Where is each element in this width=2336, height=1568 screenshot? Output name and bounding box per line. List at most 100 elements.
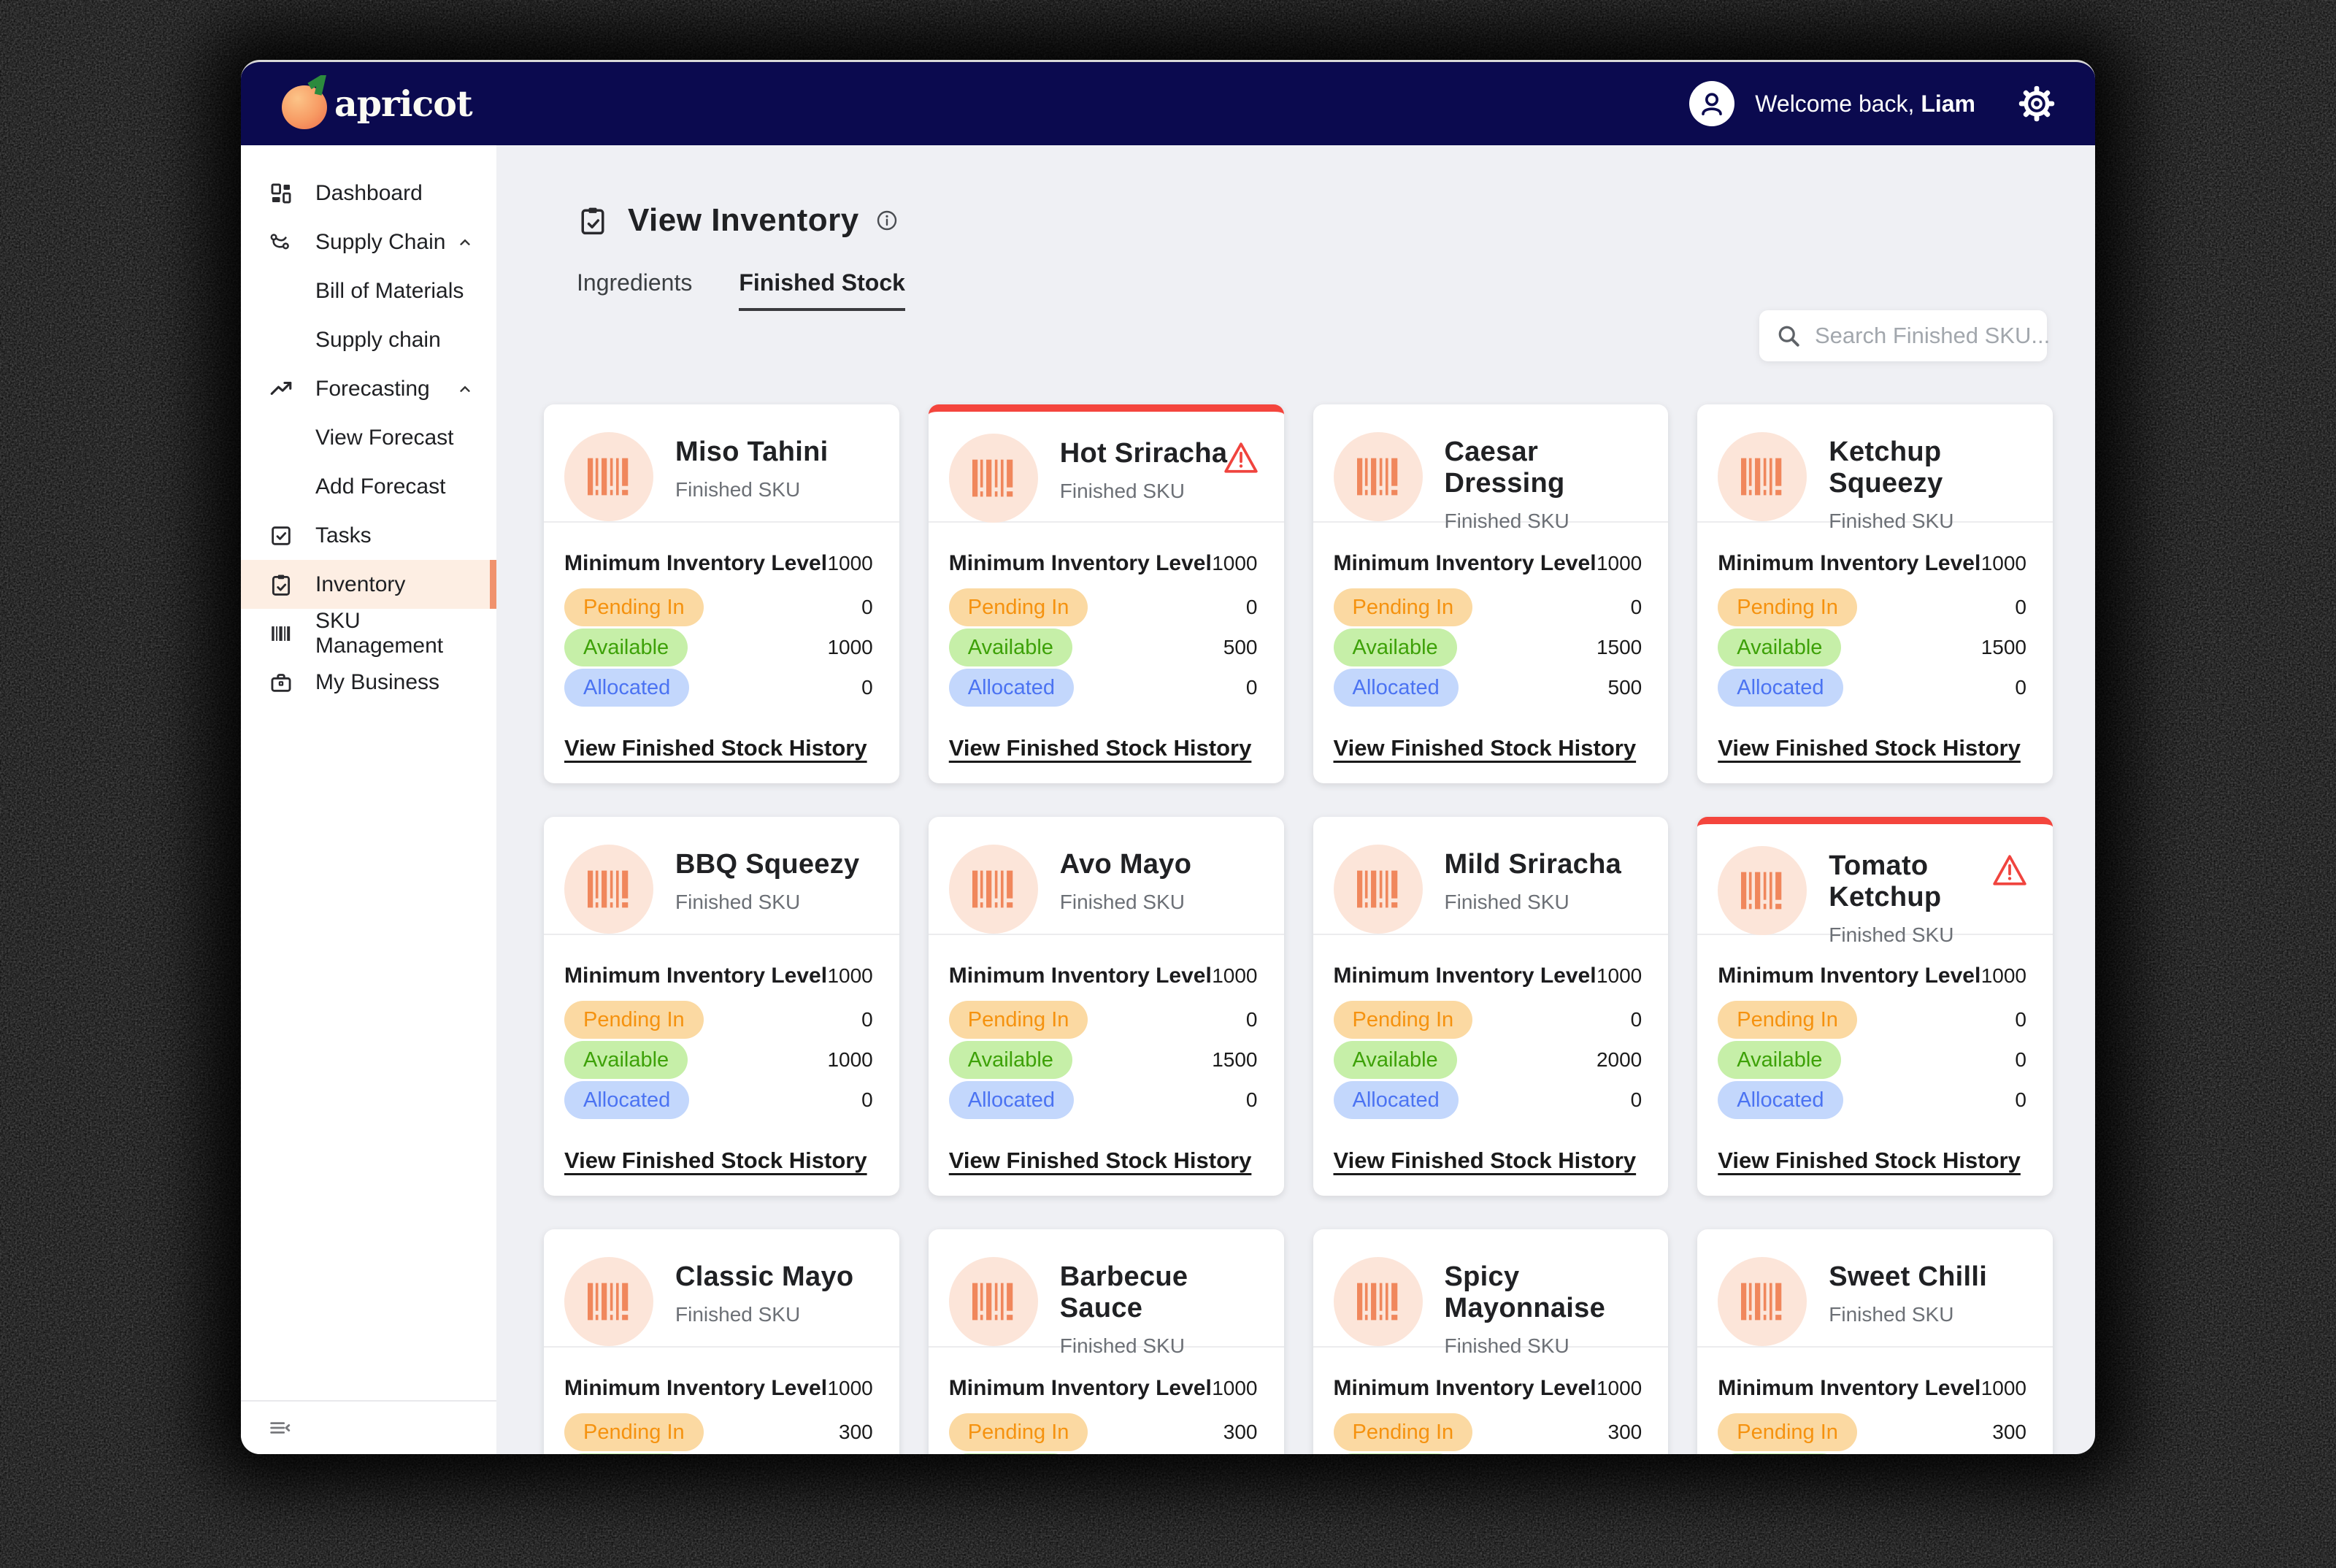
user-avatar[interactable] [1689,81,1735,126]
card-subtitle: Finished SKU [1059,1334,1185,1357]
available-value: 0 [2015,1048,2026,1071]
available-badge: Available [1718,1041,1842,1079]
sidebar-item-tasks[interactable]: Tasks [241,511,496,560]
collapse-sidebar-icon[interactable] [267,1415,292,1440]
min-level-value: 1000 [1980,552,2026,574]
card-title: Caesar Dressing [1444,437,1565,499]
sku-avatar [564,1257,653,1346]
tab-ingredients[interactable]: Ingredients [577,269,693,296]
sidebar-item-bill-of-materials[interactable]: Bill of Materials [241,266,496,315]
sku-card: Avo Mayo Finished SKU Minimum Inventory … [928,817,1284,1196]
card-divider [928,521,1284,523]
min-level-value: 1000 [1212,1377,1258,1399]
sidebar-item-sku-management[interactable]: SKU Management [241,609,496,658]
clipboard-check-icon [272,574,291,596]
view-history-link[interactable]: View Finished Stock History [1718,1148,2021,1173]
card-divider [1697,934,2053,935]
barcode-icon [272,626,291,641]
card-divider [1697,1346,2053,1348]
pending-in-value: 0 [861,1008,873,1031]
app-window: apricot Welcome back, Liam [241,60,2095,1454]
min-level-label: Minimum Inventory Level [948,964,1212,988]
allocated-value: 0 [2015,676,2026,699]
card-title: Sweet Chilli [1829,1261,1988,1292]
info-icon[interactable] [875,209,899,232]
pending-in-value: 0 [1245,1008,1258,1031]
user-name: Liam [1921,90,1975,117]
allocated-value: 0 [1630,1088,1642,1111]
sidebar: Dashboard Supply Chain [241,145,496,1454]
allocated-badge: Allocated [564,669,690,707]
sku-avatar [1718,846,1807,935]
view-history-link[interactable]: View Finished Stock History [948,735,1252,761]
sidebar-item-my-business[interactable]: My Business [241,658,496,707]
brand-wordmark: apricot [334,82,473,125]
allocated-value: 0 [1245,1088,1258,1111]
settings-button[interactable] [2016,83,2057,124]
pending-in-badge: Pending In [1718,588,1857,626]
sku-card: Mild Sriracha Finished SKU Minimum Inven… [1313,817,1669,1196]
sidebar-item-inventory[interactable]: Inventory [241,560,496,609]
view-history-link[interactable]: View Finished Stock History [948,1148,1252,1173]
min-level-label: Minimum Inventory Level [1333,551,1597,575]
sku-card: BBQ Squeezy Finished SKU Minimum Invento… [544,817,899,1196]
min-level-value: 1000 [1596,1377,1642,1399]
barcode-icon [1356,458,1397,496]
sidebar-item-dashboard[interactable]: Dashboard [241,169,496,218]
min-level-value: 1000 [1596,964,1642,987]
min-level-value: 1000 [827,1377,873,1399]
barcode-icon [972,1283,1013,1321]
min-level-value: 1000 [827,964,873,987]
pending-in-badge: Pending In [948,588,1088,626]
card-subtitle: Finished SKU [1444,1334,1570,1357]
allocated-value: 500 [1607,676,1642,699]
sku-avatar [564,432,653,521]
search-input[interactable] [1815,323,2095,349]
card-subtitle: Finished SKU [675,478,801,501]
chevron-up-icon [460,239,470,245]
sku-avatar [1333,845,1423,934]
min-level-value: 1000 [1596,552,1642,574]
view-history-link[interactable]: View Finished Stock History [564,735,867,761]
sidebar-item-label: Forecasting [315,376,430,401]
available-badge: Available [1333,1453,1457,1454]
sidebar-item-add-forecast[interactable]: Add Forecast [241,462,496,511]
briefcase-icon [271,673,291,692]
barcode-icon [972,870,1013,908]
sidebar-item-supply-chain-sub[interactable]: Supply chain [241,315,496,364]
available-value: 2000 [1596,1048,1642,1071]
barcode-icon [588,870,629,908]
available-value: 1500 [1980,636,2026,658]
sidebar-item-supply-chain[interactable]: Supply Chain [241,218,496,266]
sku-card: Miso Tahini Finished SKU Minimum Invento… [544,404,899,783]
sidebar-item-label: My Business [315,669,440,694]
view-history-link[interactable]: View Finished Stock History [564,1148,867,1173]
apricot-logo[interactable]: apricot [282,75,473,129]
pending-in-badge: Pending In [1333,1413,1473,1451]
allocated-badge: Allocated [1333,669,1459,707]
card-divider [544,1346,899,1348]
view-history-link[interactable]: View Finished Stock History [1718,735,2021,761]
available-value: 1500 [1596,636,1642,658]
card-divider [1313,1346,1669,1348]
card-subtitle: Finished SKU [1059,891,1185,913]
view-history-link[interactable]: View Finished Stock History [1333,1148,1637,1173]
sidebar-item-view-forecast[interactable]: View Forecast [241,413,496,462]
barcode-icon [1741,872,1782,910]
task-checkbox-icon [272,526,291,545]
tab-finished-stock[interactable]: Finished Stock [739,269,905,311]
view-history-link[interactable]: View Finished Stock History [1333,735,1637,761]
min-level-label: Minimum Inventory Level [1718,964,1981,988]
available-badge: Available [1333,1041,1457,1079]
min-level-label: Minimum Inventory Level [1333,1376,1597,1400]
sidebar-item-label: Add Forecast [315,474,446,499]
card-subtitle: Finished SKU [675,891,801,913]
pending-in-badge: Pending In [564,1413,704,1451]
min-level-label: Minimum Inventory Level [1333,964,1597,988]
barcode-icon [588,458,629,496]
person-icon [1702,93,1723,116]
main-content: View Inventory Ingredients Finished Stoc… [496,145,2095,1454]
warning-icon [1991,853,2028,891]
sidebar-item-label: Bill of Materials [315,278,464,303]
sidebar-item-forecasting[interactable]: Forecasting [241,364,496,413]
